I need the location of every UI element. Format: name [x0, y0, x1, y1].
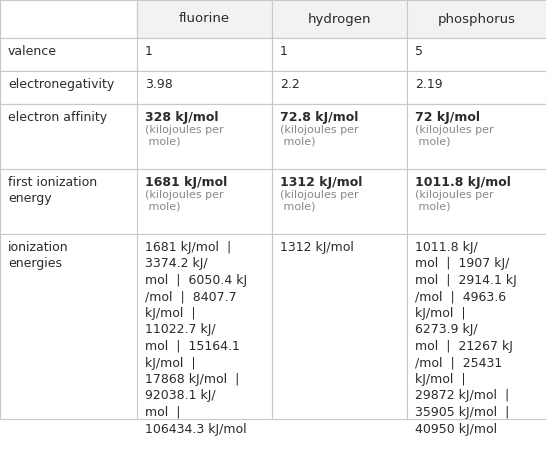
Text: electron affinity: electron affinity	[8, 111, 107, 124]
Bar	[272, 38, 407, 71]
Bar	[0, 104, 137, 169]
Text: 1681 kJ/mol: 1681 kJ/mol	[145, 176, 227, 189]
Text: 2.19: 2.19	[415, 78, 443, 91]
Bar	[0, 71, 137, 104]
Text: hydrogen: hydrogen	[308, 12, 371, 25]
Bar	[407, 38, 546, 71]
Text: phosphorus: phosphorus	[437, 12, 515, 25]
Bar	[137, 234, 272, 419]
Text: (kilojoules per
 mole): (kilojoules per mole)	[280, 190, 359, 212]
Bar	[137, 0, 272, 38]
Text: 1: 1	[280, 45, 288, 58]
Bar	[0, 0, 137, 38]
Text: first ionization
energy: first ionization energy	[8, 176, 97, 205]
Text: 1312 kJ/mol: 1312 kJ/mol	[280, 176, 363, 189]
Bar	[407, 234, 546, 419]
Bar	[137, 169, 272, 234]
Bar	[0, 234, 137, 419]
Bar	[0, 38, 137, 71]
Text: 1: 1	[145, 45, 153, 58]
Text: 3.98: 3.98	[145, 78, 173, 91]
Text: 1011.8 kJ/
mol  |  1907 kJ/
mol  |  2914.1 kJ
/mol  |  4963.6
kJ/mol  |
6273.9 k: 1011.8 kJ/ mol | 1907 kJ/ mol | 2914.1 k…	[415, 241, 517, 436]
Text: 5: 5	[415, 45, 423, 58]
Text: (kilojoules per
 mole): (kilojoules per mole)	[415, 125, 494, 147]
Text: 1312 kJ/mol: 1312 kJ/mol	[280, 241, 354, 254]
Bar	[407, 169, 546, 234]
Text: (kilojoules per
 mole): (kilojoules per mole)	[145, 125, 224, 147]
Bar	[137, 104, 272, 169]
Text: (kilojoules per
 mole): (kilojoules per mole)	[415, 190, 494, 212]
Bar	[407, 104, 546, 169]
Text: electronegativity: electronegativity	[8, 78, 114, 91]
Bar	[137, 38, 272, 71]
Bar	[272, 104, 407, 169]
Text: 72.8 kJ/mol: 72.8 kJ/mol	[280, 111, 358, 124]
Text: valence: valence	[8, 45, 57, 58]
Text: ionization
energies: ionization energies	[8, 241, 69, 270]
Bar	[272, 0, 407, 38]
Text: 2.2: 2.2	[280, 78, 300, 91]
Bar	[137, 71, 272, 104]
Bar	[407, 71, 546, 104]
Text: 1681 kJ/mol  |
3374.2 kJ/
mol  |  6050.4 kJ
/mol  |  8407.7
kJ/mol  |
11022.7 kJ: 1681 kJ/mol | 3374.2 kJ/ mol | 6050.4 kJ…	[145, 241, 247, 436]
Text: 328 kJ/mol: 328 kJ/mol	[145, 111, 218, 124]
Text: (kilojoules per
 mole): (kilojoules per mole)	[280, 125, 359, 147]
Bar	[272, 234, 407, 419]
Text: 1011.8 kJ/mol: 1011.8 kJ/mol	[415, 176, 511, 189]
Text: 72 kJ/mol: 72 kJ/mol	[415, 111, 480, 124]
Text: fluorine: fluorine	[179, 12, 230, 25]
Bar	[0, 169, 137, 234]
Bar	[407, 0, 546, 38]
Text: (kilojoules per
 mole): (kilojoules per mole)	[145, 190, 224, 212]
Bar	[272, 71, 407, 104]
Bar	[272, 169, 407, 234]
